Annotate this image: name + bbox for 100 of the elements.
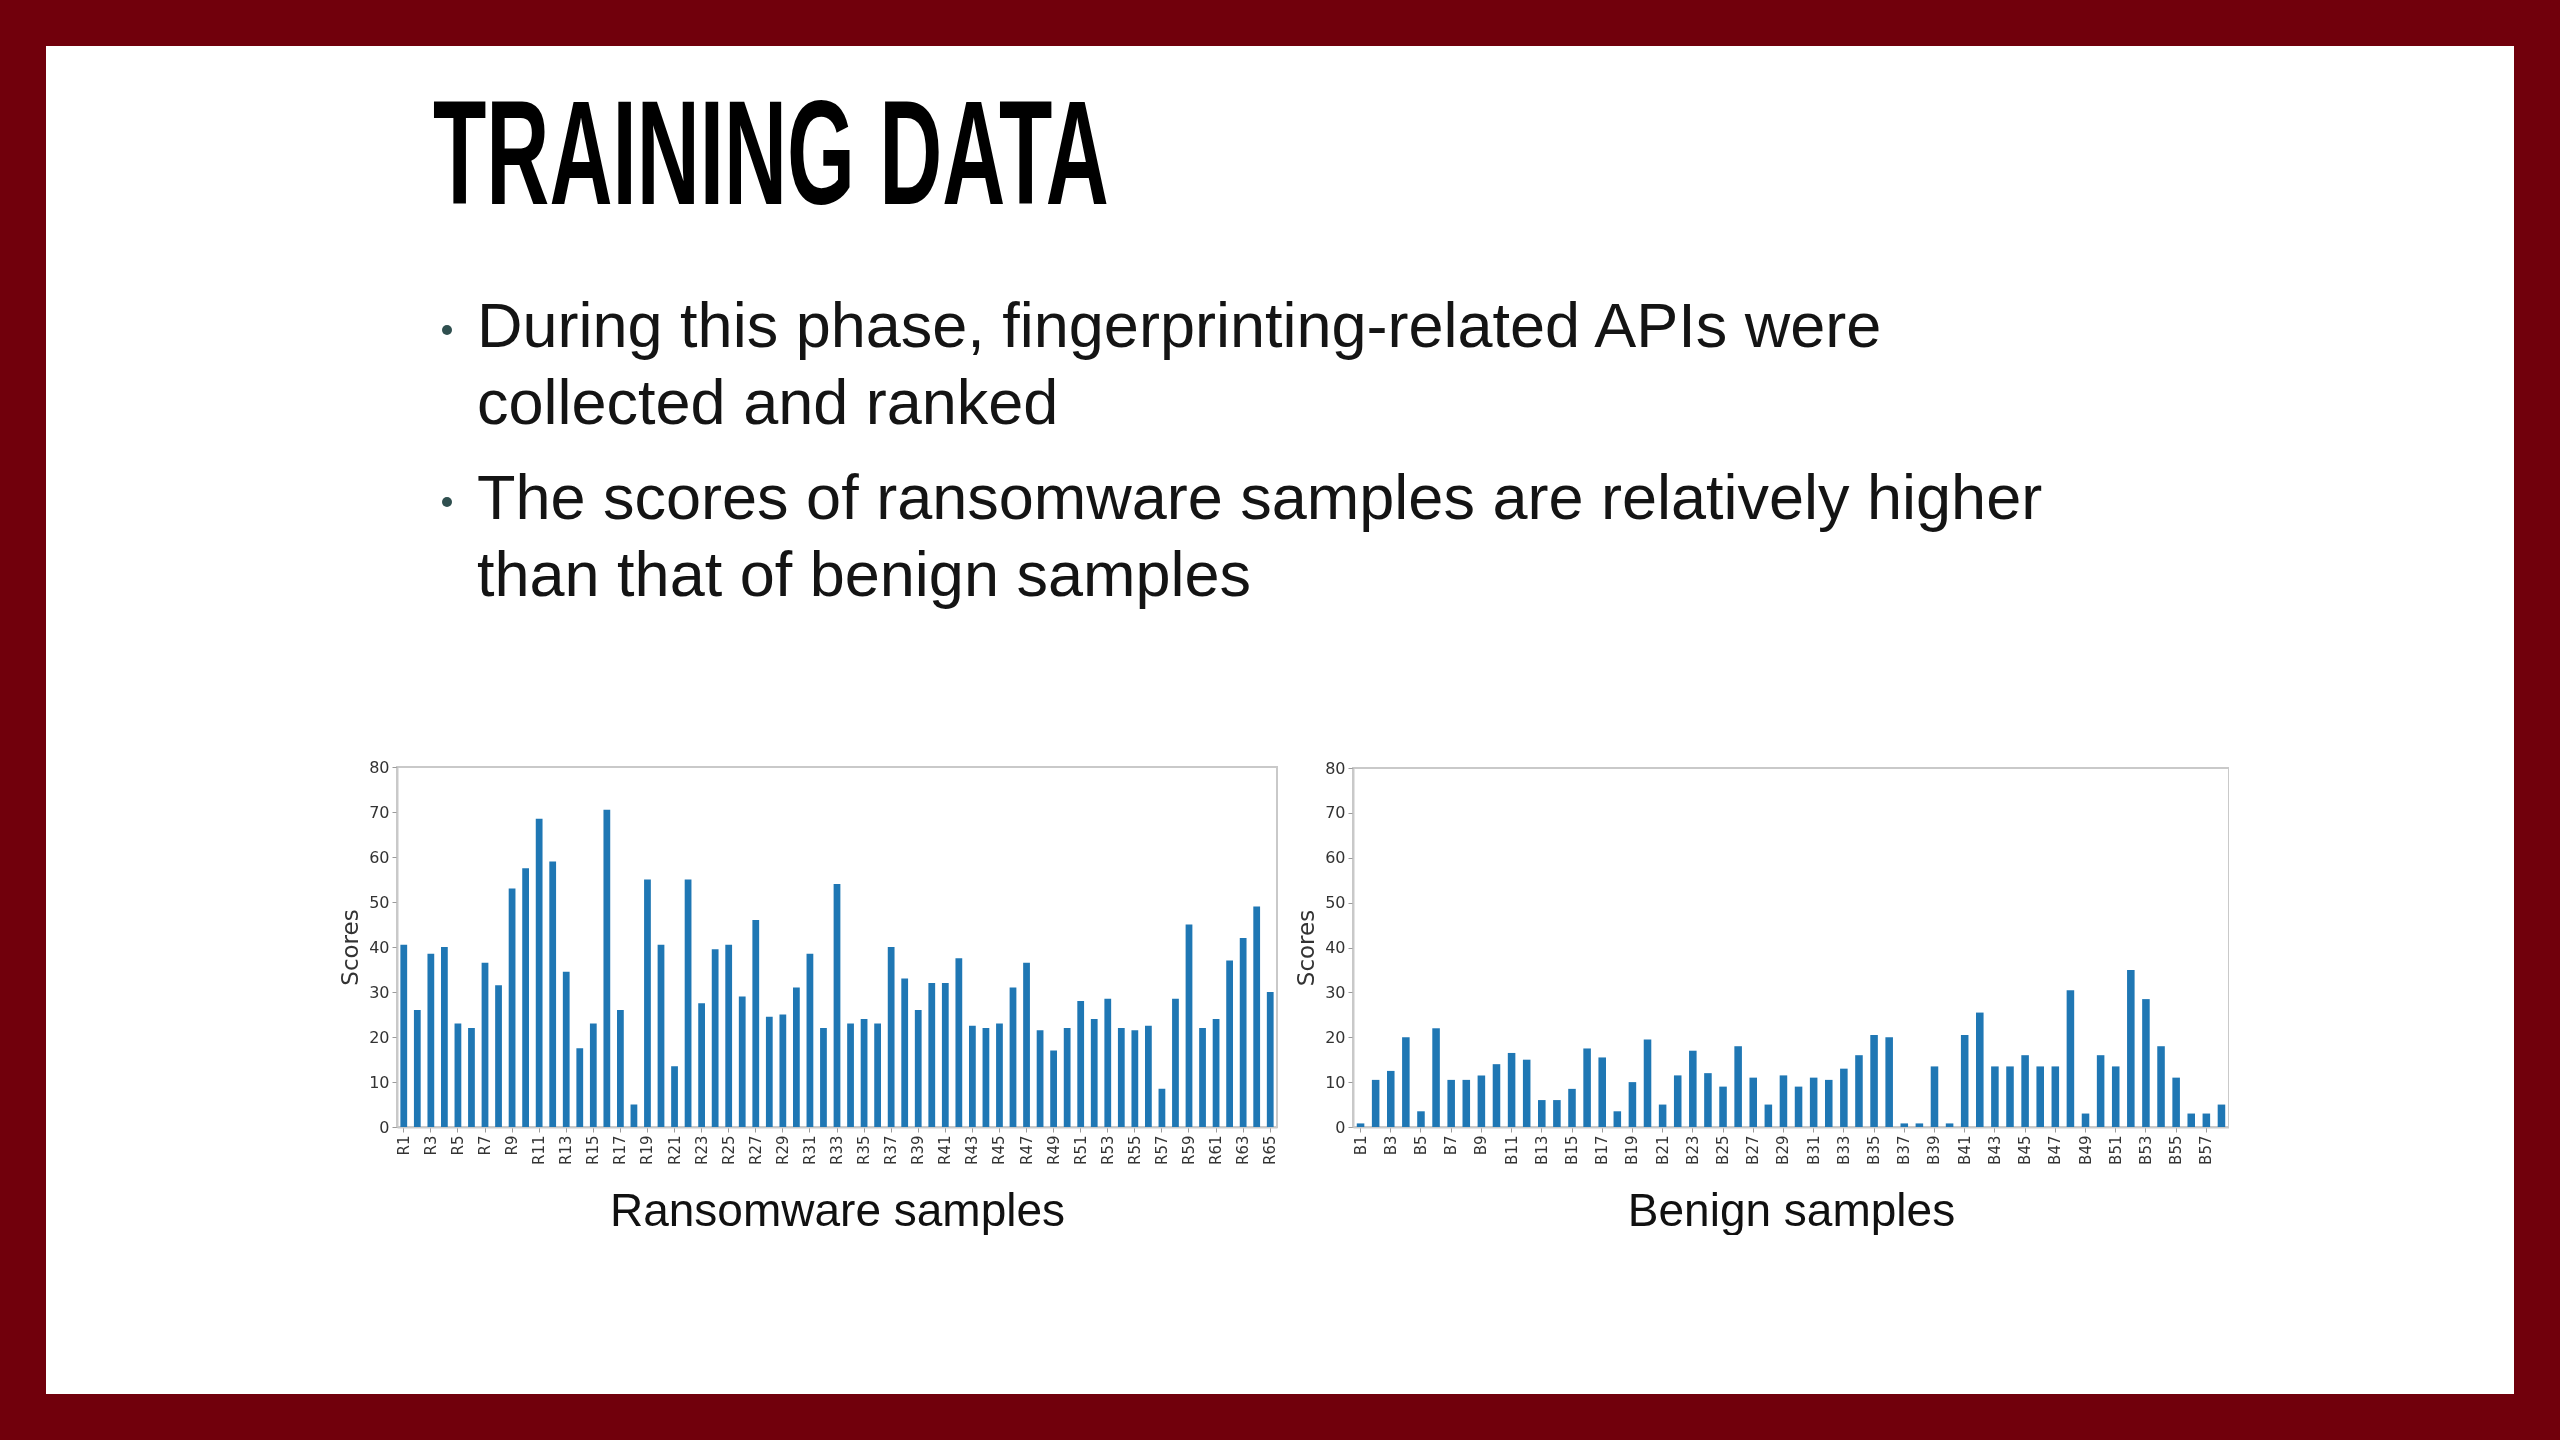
- bar: [2127, 969, 2135, 1127]
- x-tick-label: R25: [719, 1135, 738, 1166]
- bar: [1915, 1123, 1924, 1127]
- x-tick-label: R45: [990, 1135, 1009, 1166]
- bar: [711, 949, 719, 1127]
- text: During this phase, fingerprinting-related APIs were collected and ranked: [477, 290, 1882, 437]
- bar: [562, 971, 570, 1127]
- x-tick-label: R61: [1207, 1135, 1226, 1166]
- x-tick-label: B57: [2197, 1135, 2216, 1165]
- text: TRAINING DATA: [433, 70, 1109, 235]
- x-tick-label: R43: [963, 1135, 982, 1166]
- bar: [1734, 1046, 1742, 1127]
- x-tick-label: R47: [1017, 1135, 1036, 1166]
- bar: [779, 1014, 787, 1127]
- bar: [1900, 1123, 1909, 1127]
- bar: [1266, 992, 1274, 1127]
- bar: [1402, 1037, 1410, 1127]
- bar: [2172, 1077, 2180, 1127]
- bar: [955, 958, 963, 1127]
- bar: [441, 947, 448, 1127]
- bar: [1538, 1100, 1546, 1127]
- text: The scores of ransomware samples are relatively higher than that of benign samples: [477, 462, 2043, 609]
- bar: [887, 947, 895, 1127]
- x-tick-label: R7: [476, 1135, 494, 1156]
- bar: [1462, 1079, 1471, 1127]
- bar: [1063, 1028, 1071, 1127]
- x-tick-label: R49: [1044, 1135, 1063, 1166]
- x-tick-label: R37: [882, 1135, 901, 1166]
- bar: [1749, 1077, 1758, 1127]
- x-tick-label: B35: [1865, 1135, 1884, 1165]
- bar: [2021, 1055, 2029, 1127]
- bar: [2066, 990, 2075, 1127]
- x-tick-label: B1: [1351, 1135, 1370, 1156]
- bar: [1447, 1079, 1455, 1127]
- bar: [1945, 1123, 1954, 1127]
- bar: [914, 1010, 922, 1127]
- bar: [644, 879, 651, 1127]
- bar: [1628, 1082, 1637, 1127]
- x-tick-label: R1: [394, 1135, 413, 1156]
- bar: [1991, 1066, 1999, 1127]
- bar: [1432, 1028, 1440, 1127]
- bar: [603, 809, 611, 1127]
- y-tick-label: 30: [369, 982, 390, 1002]
- x-tick-label: R31: [800, 1135, 819, 1166]
- y-tick-label: 80: [1325, 758, 1346, 778]
- x-tick-label: B19: [1623, 1135, 1642, 1165]
- bar: [1598, 1057, 1606, 1127]
- bar: [1976, 1012, 1984, 1127]
- bar: [1840, 1068, 1848, 1127]
- y-tick-label: 80: [369, 757, 390, 777]
- bar: [2187, 1113, 2196, 1127]
- bar: [765, 1016, 773, 1127]
- x-tick-label: B25: [1714, 1135, 1733, 1165]
- y-tick-label: 40: [1325, 938, 1346, 957]
- y-axis-title: Scores: [1293, 909, 1320, 987]
- bar: [495, 985, 502, 1127]
- x-tick-label: R23: [692, 1135, 711, 1166]
- bar: [1253, 906, 1261, 1127]
- bar: [941, 983, 949, 1127]
- bar: [752, 920, 760, 1127]
- x-tick-label: B11: [1502, 1135, 1521, 1165]
- bar: [1522, 1059, 1531, 1127]
- x-tick-label: R59: [1180, 1135, 1198, 1166]
- bar: [2157, 1046, 2165, 1127]
- bar: [1870, 1035, 1878, 1127]
- bar: [1077, 1001, 1085, 1127]
- x-axis-title: Benign samples: [1627, 1183, 1956, 1236]
- x-tick-label: B27: [1744, 1135, 1763, 1165]
- x-tick-label: B45: [2016, 1135, 2035, 1165]
- y-tick-label: 20: [369, 1027, 390, 1047]
- bar: [2096, 1055, 2105, 1127]
- x-tick-label: B41: [1955, 1135, 1974, 1165]
- bar: [1417, 1111, 1425, 1127]
- bar: [1885, 1037, 1893, 1127]
- bar: [1117, 1028, 1125, 1127]
- x-tick-label: B5: [1411, 1135, 1430, 1156]
- x-tick-label: R57: [1152, 1135, 1171, 1166]
- bar: [1553, 1100, 1561, 1127]
- bar: [427, 953, 435, 1127]
- y-tick-label: 70: [369, 802, 390, 822]
- x-tick-label: B3: [1381, 1135, 1400, 1156]
- x-tick-label: R19: [638, 1135, 657, 1166]
- x-tick-label: B47: [2046, 1135, 2065, 1165]
- bar: [1172, 998, 1179, 1127]
- y-tick-label: 0: [1335, 1117, 1346, 1137]
- bar: [1226, 960, 1233, 1127]
- y-tick-label: 70: [1325, 803, 1346, 823]
- bar: [2051, 1066, 2060, 1127]
- x-tick-label: R5: [448, 1135, 467, 1156]
- x-tick-label: B51: [2106, 1135, 2125, 1165]
- bar: [1643, 1039, 1652, 1127]
- bar: [1104, 998, 1112, 1127]
- y-tick-label: 30: [1325, 982, 1346, 1002]
- y-tick-label: 60: [369, 847, 390, 867]
- bar: [1386, 1070, 1395, 1127]
- x-tick-label: R9: [503, 1135, 522, 1156]
- x-tick-label: B21: [1653, 1135, 1672, 1165]
- bar: [1239, 938, 1247, 1127]
- bar: [1658, 1104, 1667, 1127]
- x-tick-label: R11: [530, 1135, 549, 1166]
